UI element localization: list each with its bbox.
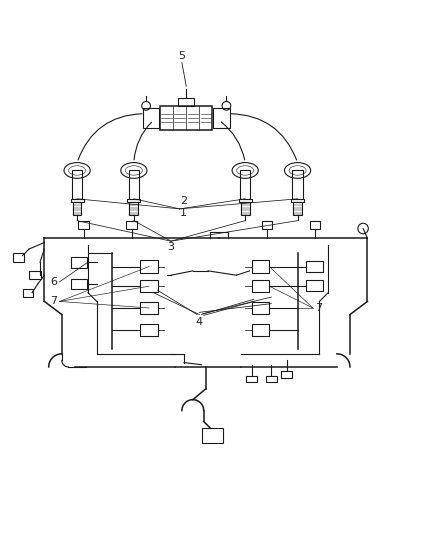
Bar	[252, 302, 269, 314]
Bar	[130, 203, 138, 215]
Bar	[306, 280, 323, 292]
Bar	[71, 199, 84, 203]
Bar	[22, 289, 33, 297]
Bar	[293, 203, 302, 215]
Bar	[262, 221, 272, 229]
Bar	[202, 428, 223, 443]
Bar	[141, 261, 158, 272]
Bar	[160, 106, 212, 130]
Bar	[141, 302, 158, 314]
Bar	[71, 257, 87, 268]
Bar	[127, 221, 137, 229]
Text: 3: 3	[167, 243, 174, 253]
Bar	[178, 98, 194, 106]
Bar	[241, 203, 250, 215]
Bar	[143, 108, 159, 128]
Bar	[141, 324, 158, 336]
Text: 4: 4	[196, 317, 203, 327]
Text: 5: 5	[178, 51, 185, 61]
Bar	[240, 171, 251, 199]
Bar	[306, 261, 323, 272]
Bar	[291, 199, 304, 203]
Text: 7: 7	[315, 303, 322, 313]
Bar	[29, 271, 41, 279]
Text: 7: 7	[50, 296, 57, 306]
Bar	[281, 372, 292, 378]
Bar	[239, 199, 252, 203]
Bar	[78, 221, 89, 229]
Bar	[310, 221, 320, 229]
Bar	[72, 171, 82, 199]
Bar	[71, 279, 87, 289]
Text: 1: 1	[180, 208, 187, 218]
Bar	[213, 108, 230, 128]
Text: 6: 6	[50, 277, 57, 287]
Bar	[252, 261, 269, 272]
Bar	[252, 324, 269, 336]
Bar	[246, 376, 258, 382]
Bar	[266, 376, 277, 382]
Bar	[129, 171, 139, 199]
Bar	[127, 199, 141, 203]
Bar	[292, 171, 303, 199]
Text: 2: 2	[180, 196, 187, 206]
Bar	[13, 253, 24, 262]
Bar	[141, 280, 158, 292]
Bar	[73, 203, 81, 215]
Bar	[252, 280, 269, 292]
